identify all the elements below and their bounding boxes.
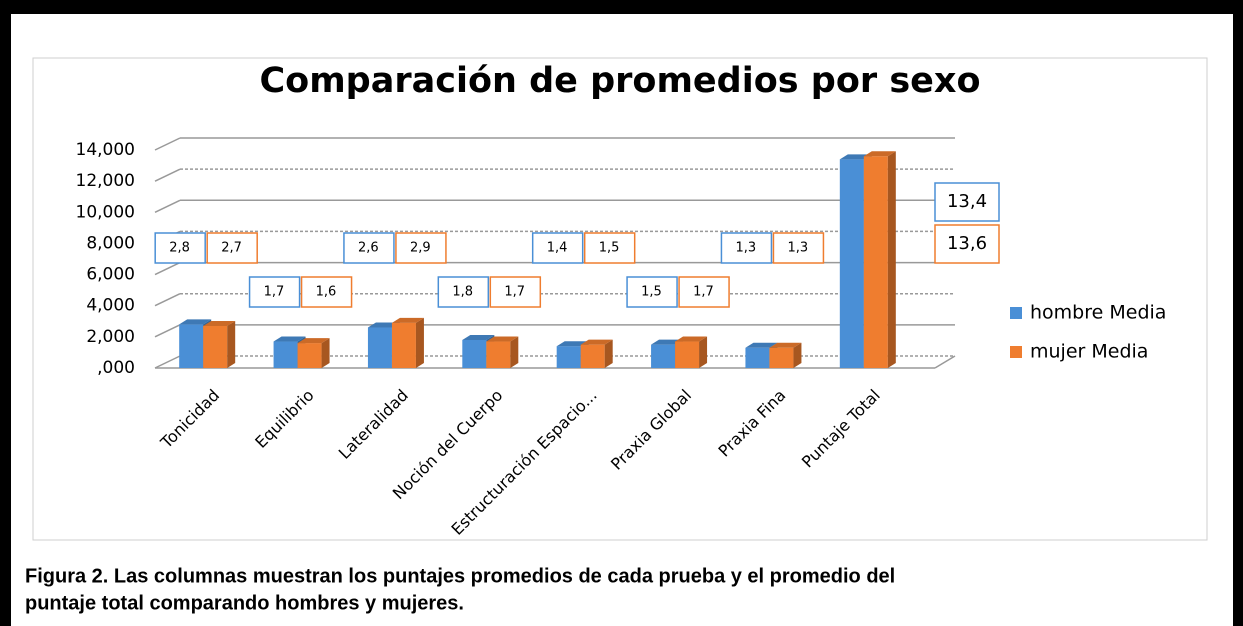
bar bbox=[486, 341, 511, 368]
floor-line bbox=[934, 355, 956, 369]
value-label: 2,8 bbox=[169, 241, 190, 256]
bar-side bbox=[227, 320, 236, 368]
value-label-box bbox=[206, 232, 258, 264]
value-label-box bbox=[678, 276, 730, 308]
bar bbox=[462, 339, 487, 368]
grid-line bbox=[154, 293, 181, 307]
value-label: 13,6 bbox=[947, 233, 987, 254]
grid-line bbox=[154, 261, 181, 276]
value-label: 2,9 bbox=[410, 241, 431, 256]
value-label-box bbox=[934, 182, 1000, 222]
bar-top bbox=[769, 342, 802, 348]
bar bbox=[273, 341, 298, 368]
grid-line bbox=[154, 355, 181, 369]
value-label-box bbox=[343, 232, 395, 264]
bar-side bbox=[604, 339, 613, 368]
value-label: 1,5 bbox=[599, 241, 620, 256]
value-label-box bbox=[395, 232, 447, 264]
bar-top bbox=[297, 338, 330, 344]
bar-top bbox=[273, 336, 306, 342]
value-label-box bbox=[531, 232, 584, 264]
bar-top bbox=[486, 336, 519, 342]
value-label: 2,6 bbox=[358, 241, 379, 256]
bar-side bbox=[793, 342, 802, 368]
grid-line bbox=[154, 324, 181, 338]
value-label-box bbox=[248, 276, 301, 308]
grid-line bbox=[154, 137, 181, 151]
bar bbox=[580, 344, 605, 368]
bar-top bbox=[179, 319, 212, 325]
bar-side bbox=[415, 317, 424, 368]
value-label-box bbox=[300, 276, 353, 308]
bar-top bbox=[462, 334, 495, 340]
y-tick-label: 8,000 bbox=[86, 233, 135, 253]
border-right bbox=[1233, 0, 1243, 626]
value-label: 1,7 bbox=[264, 285, 285, 300]
value-label-box bbox=[720, 232, 773, 264]
value-label-box bbox=[772, 232, 825, 264]
bar-side bbox=[510, 336, 519, 368]
y-tick-label: 10,000 bbox=[76, 202, 135, 222]
y-tick-label: 12,000 bbox=[76, 171, 135, 191]
bar-side bbox=[887, 151, 896, 368]
value-label: 1,4 bbox=[547, 241, 568, 256]
value-label-box bbox=[489, 276, 542, 308]
value-label-box bbox=[437, 276, 490, 308]
value-label: 13,4 bbox=[947, 191, 987, 212]
bar bbox=[769, 347, 794, 368]
value-label: 1,7 bbox=[504, 285, 525, 300]
y-tick-label: 6,000 bbox=[86, 265, 135, 285]
y-tick-label: 4,000 bbox=[86, 296, 135, 316]
bar-top bbox=[580, 339, 613, 345]
value-label: 2,7 bbox=[221, 241, 242, 256]
bar-top bbox=[745, 342, 778, 348]
bar bbox=[651, 344, 676, 368]
bar-top bbox=[203, 320, 236, 326]
value-label: 1,7 bbox=[693, 285, 714, 300]
value-label-box bbox=[154, 232, 206, 264]
value-label-box bbox=[626, 276, 678, 308]
legend-label: hombre Media bbox=[1030, 302, 1166, 324]
caption-line: Figura 2. Las columnas muestran los punt… bbox=[25, 565, 895, 587]
value-label: 1,6 bbox=[316, 285, 337, 300]
y-tick-label: 2,000 bbox=[86, 327, 135, 347]
bar bbox=[203, 325, 228, 368]
y-tick-label: 14,000 bbox=[76, 140, 135, 160]
bar bbox=[675, 341, 700, 368]
bar bbox=[367, 327, 392, 368]
bar bbox=[179, 324, 204, 368]
value-label-box bbox=[934, 224, 1000, 264]
value-label: 1,3 bbox=[787, 241, 808, 256]
bar bbox=[745, 347, 770, 368]
y-tick-label: ,000 bbox=[97, 358, 135, 378]
grid-line bbox=[154, 168, 181, 182]
bar-top bbox=[863, 151, 896, 157]
value-label-box bbox=[583, 232, 636, 264]
bar-top bbox=[391, 317, 424, 323]
legend-swatch bbox=[1010, 307, 1022, 319]
bar bbox=[391, 322, 416, 368]
bar-top bbox=[675, 336, 708, 342]
grid-line bbox=[154, 199, 181, 213]
value-label: 1,3 bbox=[735, 241, 756, 256]
bar bbox=[556, 346, 581, 368]
border-top bbox=[0, 0, 1243, 14]
bar bbox=[297, 343, 322, 368]
chart-title: Comparación de promedios por sexo bbox=[259, 61, 980, 101]
border-left bbox=[0, 0, 11, 626]
legend-label: mujer Media bbox=[1030, 341, 1148, 363]
legend-swatch bbox=[1010, 346, 1022, 358]
value-label: 1,5 bbox=[641, 285, 662, 300]
bar bbox=[839, 159, 864, 368]
bar bbox=[863, 156, 888, 368]
bar-side bbox=[321, 338, 330, 368]
bar-side bbox=[699, 336, 708, 368]
caption-line: puntaje total comparando hombres y mujer… bbox=[25, 592, 464, 614]
value-label: 1,8 bbox=[452, 285, 473, 300]
